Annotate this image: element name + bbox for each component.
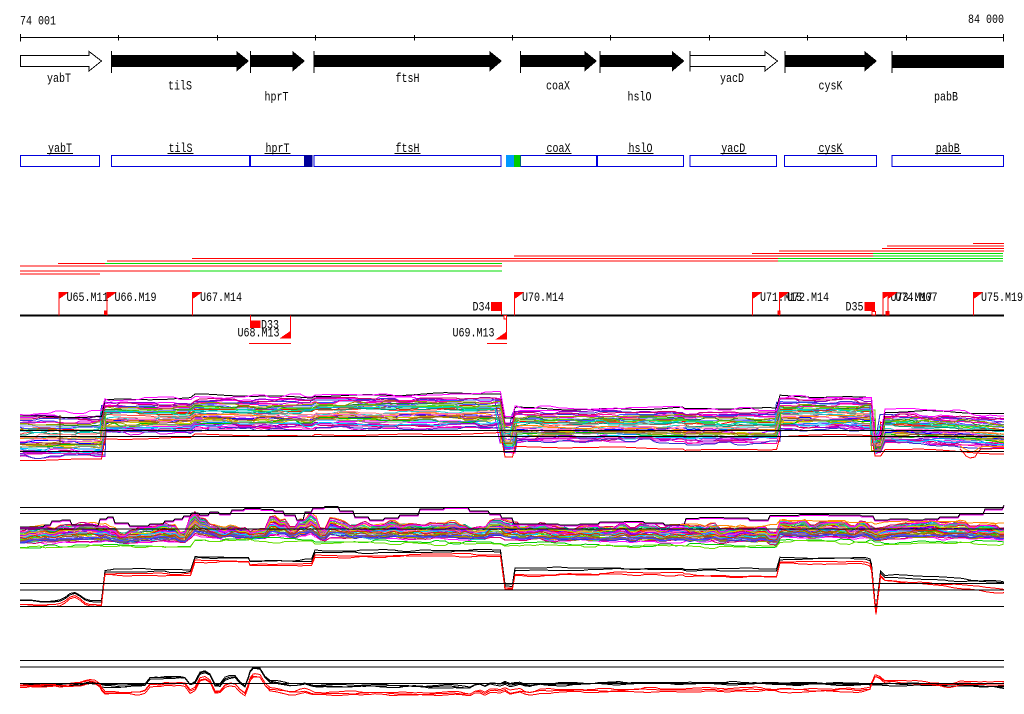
svg-text:U70.M14: U70.M14 [522,290,564,305]
svg-text:hprT: hprT [265,90,289,105]
svg-text:74 001: 74 001 [20,14,56,29]
svg-text:yabT: yabT [47,71,71,86]
svg-text:tilS: tilS [168,79,192,94]
svg-text:U73.M17: U73.M17 [891,290,933,305]
svg-text:cysK: cysK [819,141,843,156]
svg-text:D35: D35 [846,300,864,315]
svg-text:U69.M13: U69.M13 [453,326,495,341]
svg-text:yacD: yacD [720,71,744,86]
svg-text:yacD: yacD [721,141,745,156]
svg-text:hslO: hslO [629,141,653,156]
svg-text:tilS: tilS [169,141,193,156]
svg-text:pabB: pabB [934,90,958,105]
svg-text:U68.M13: U68.M13 [238,326,280,341]
svg-text:U74.M07: U74.M07 [896,290,938,305]
svg-text:ftsH: ftsH [396,141,420,156]
svg-text:hslO: hslO [628,90,652,105]
svg-text:U67.M14: U67.M14 [200,290,242,305]
svg-text:hprT: hprT [266,141,290,156]
svg-text:coaX: coaX [547,141,571,156]
svg-text:pabB: pabB [936,141,960,156]
svg-text:yabT: yabT [48,141,72,156]
svg-text:cysK: cysK [819,79,843,94]
svg-text:U65.M11: U65.M11 [67,290,109,305]
svg-text:84 000: 84 000 [968,12,1004,27]
svg-text:D34: D34 [473,300,491,315]
svg-text:D33: D33 [261,318,279,333]
svg-text:ftsH: ftsH [396,71,420,86]
svg-text:coaX: coaX [546,79,570,94]
svg-text:U75.M19: U75.M19 [981,290,1023,305]
svg-text:U66.M19: U66.M19 [115,290,157,305]
svg-text:U72.M14: U72.M14 [787,290,829,305]
